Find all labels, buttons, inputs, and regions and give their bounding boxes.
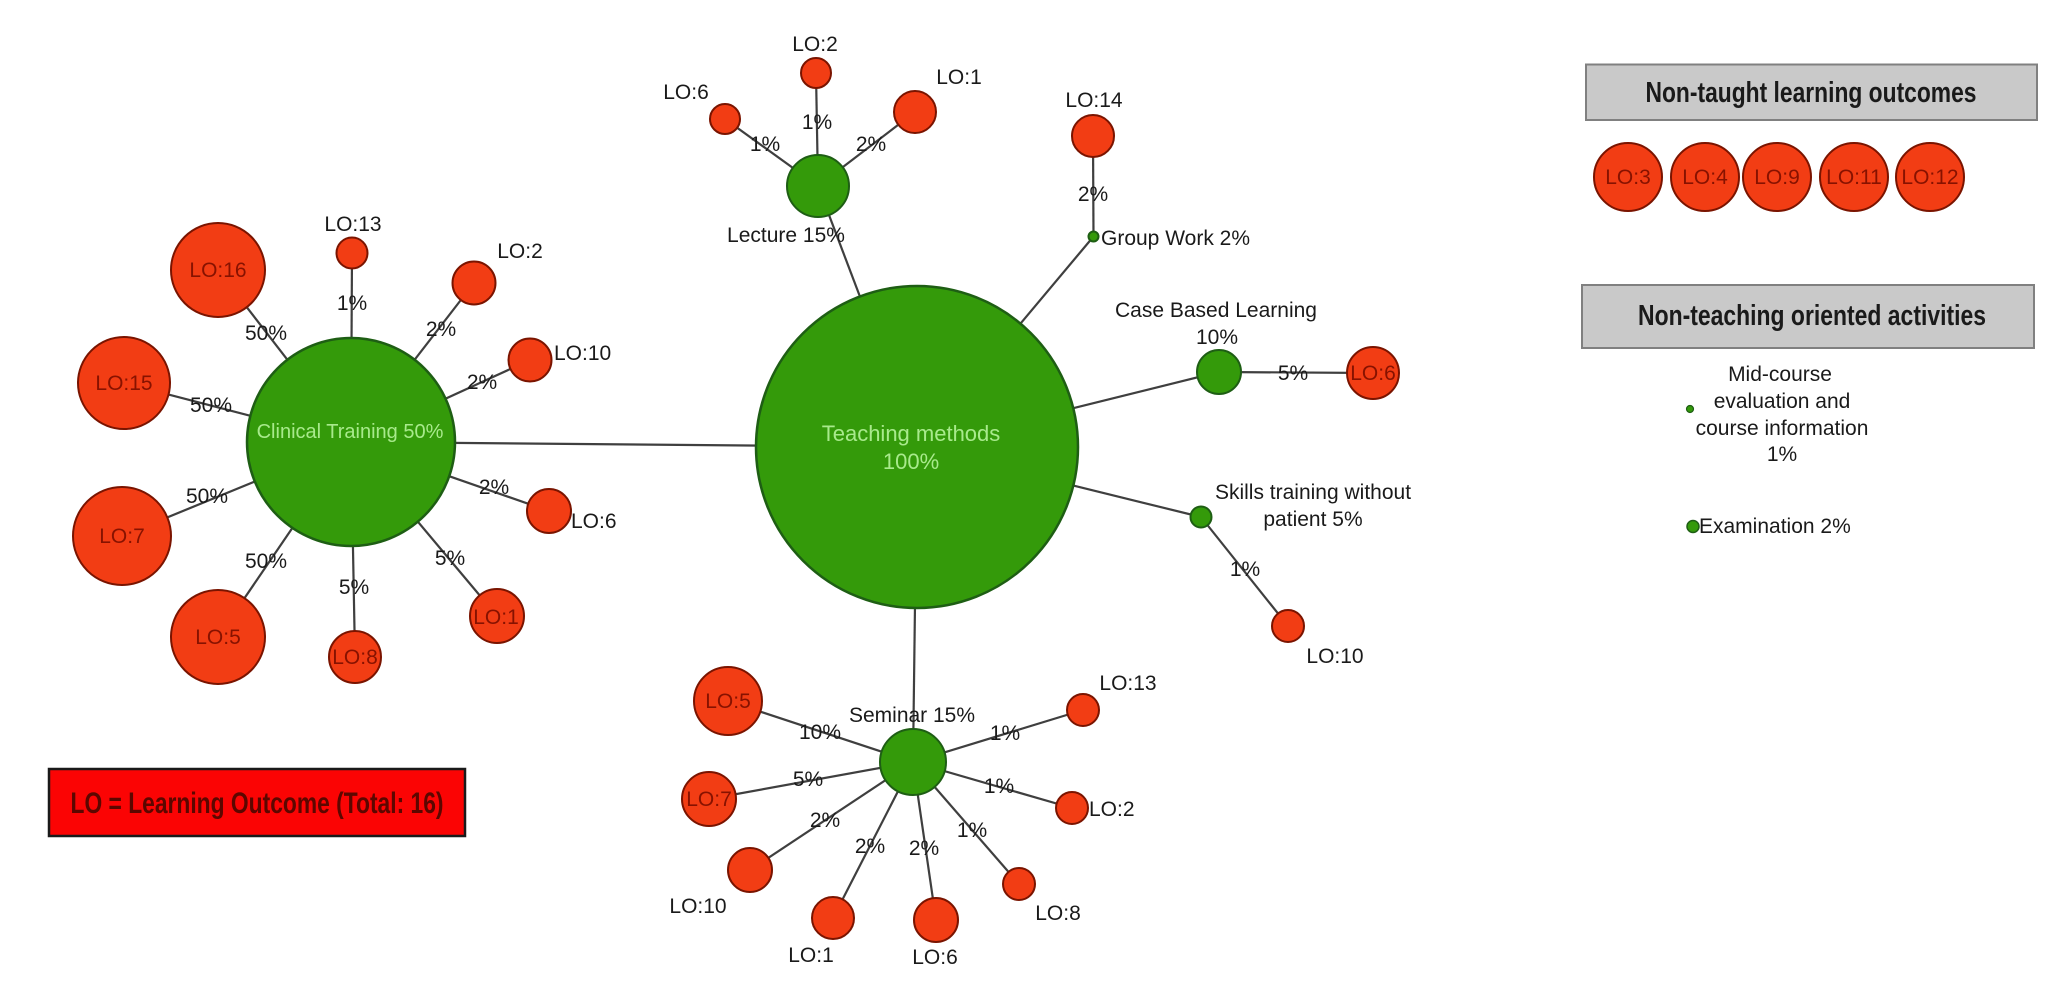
svg-text:LO:2: LO:2 — [1089, 798, 1135, 821]
svg-text:LO:13: LO:13 — [1099, 672, 1156, 695]
svg-text:Skills training without: Skills training without — [1215, 481, 1411, 504]
svg-text:Group Work 2%: Group Work 2% — [1101, 227, 1250, 250]
svg-text:LO:1: LO:1 — [936, 66, 982, 89]
svg-text:Clinical Training 50%: Clinical Training 50% — [257, 421, 444, 443]
svg-text:2%: 2% — [810, 809, 840, 832]
svg-text:5%: 5% — [339, 576, 369, 599]
svg-text:Teaching methods: Teaching methods — [822, 421, 1001, 446]
svg-text:50%: 50% — [186, 485, 228, 508]
svg-text:1%: 1% — [337, 292, 367, 315]
svg-text:LO:10: LO:10 — [669, 895, 726, 918]
svg-text:Case Based Learning: Case Based Learning — [1115, 299, 1317, 322]
svg-text:LO:6: LO:6 — [663, 81, 709, 104]
svg-text:LO:4: LO:4 — [1682, 166, 1728, 189]
svg-text:course information: course information — [1696, 417, 1869, 440]
svg-text:5%: 5% — [1278, 362, 1308, 385]
svg-text:Non-taught learning outcomes: Non-taught learning outcomes — [1646, 77, 1977, 109]
svg-text:LO:6: LO:6 — [571, 510, 617, 533]
svg-text:1%: 1% — [1767, 443, 1797, 466]
svg-text:evaluation and: evaluation and — [1714, 390, 1851, 413]
svg-text:LO:12: LO:12 — [1901, 166, 1958, 189]
svg-text:LO:2: LO:2 — [497, 240, 543, 263]
svg-text:LO:14: LO:14 — [1065, 89, 1123, 112]
svg-text:LO:3: LO:3 — [1605, 166, 1651, 189]
svg-text:100%: 100% — [883, 449, 939, 474]
svg-text:Examination 2%: Examination 2% — [1699, 515, 1851, 538]
svg-text:5%: 5% — [435, 547, 465, 570]
svg-text:10%: 10% — [1196, 326, 1238, 349]
svg-text:LO:8: LO:8 — [1035, 902, 1081, 925]
svg-text:50%: 50% — [245, 322, 287, 345]
svg-text:1%: 1% — [990, 722, 1020, 745]
svg-text:LO:7: LO:7 — [99, 525, 145, 548]
svg-text:LO:11: LO:11 — [1826, 166, 1882, 189]
svg-text:LO:16: LO:16 — [189, 259, 246, 282]
svg-text:LO:8: LO:8 — [332, 646, 378, 669]
svg-text:Mid-course: Mid-course — [1728, 363, 1832, 386]
svg-text:LO:1: LO:1 — [473, 606, 519, 629]
svg-text:2%: 2% — [909, 837, 939, 860]
svg-text:LO:10: LO:10 — [554, 342, 611, 365]
svg-text:5%: 5% — [793, 768, 823, 791]
svg-text:2%: 2% — [479, 476, 509, 499]
svg-text:LO:5: LO:5 — [705, 690, 751, 713]
svg-text:LO:10: LO:10 — [1306, 645, 1363, 668]
svg-text:LO:7: LO:7 — [686, 788, 732, 811]
svg-text:LO = Learning Outcome (Total:: LO = Learning Outcome (Total: 16) — [71, 787, 444, 820]
svg-text:LO:1: LO:1 — [788, 944, 834, 967]
svg-text:patient 5%: patient 5% — [1263, 508, 1362, 531]
svg-text:LO:6: LO:6 — [1350, 362, 1396, 385]
svg-text:LO:6: LO:6 — [912, 946, 958, 969]
svg-text:Non-teaching oriented activiti: Non-teaching oriented activities — [1638, 300, 1986, 332]
svg-text:1%: 1% — [984, 775, 1014, 798]
svg-text:10%: 10% — [799, 721, 841, 744]
svg-text:2%: 2% — [467, 371, 497, 394]
svg-text:LO:5: LO:5 — [195, 626, 241, 649]
svg-text:2%: 2% — [1078, 183, 1108, 206]
svg-text:50%: 50% — [190, 394, 232, 417]
svg-text:2%: 2% — [855, 835, 885, 858]
svg-text:LO:2: LO:2 — [792, 33, 838, 56]
svg-text:Seminar 15%: Seminar 15% — [849, 704, 975, 727]
svg-text:1%: 1% — [750, 133, 780, 156]
svg-text:1%: 1% — [1230, 558, 1260, 581]
svg-text:Lecture 15%: Lecture 15% — [727, 224, 845, 247]
svg-text:50%: 50% — [245, 550, 287, 573]
svg-text:LO:13: LO:13 — [324, 213, 381, 236]
svg-text:LO:15: LO:15 — [95, 372, 152, 395]
svg-text:LO:9: LO:9 — [1754, 166, 1800, 189]
svg-text:1%: 1% — [802, 111, 832, 134]
svg-text:2%: 2% — [426, 318, 456, 341]
svg-text:1%: 1% — [957, 819, 987, 842]
svg-text:2%: 2% — [856, 133, 886, 156]
